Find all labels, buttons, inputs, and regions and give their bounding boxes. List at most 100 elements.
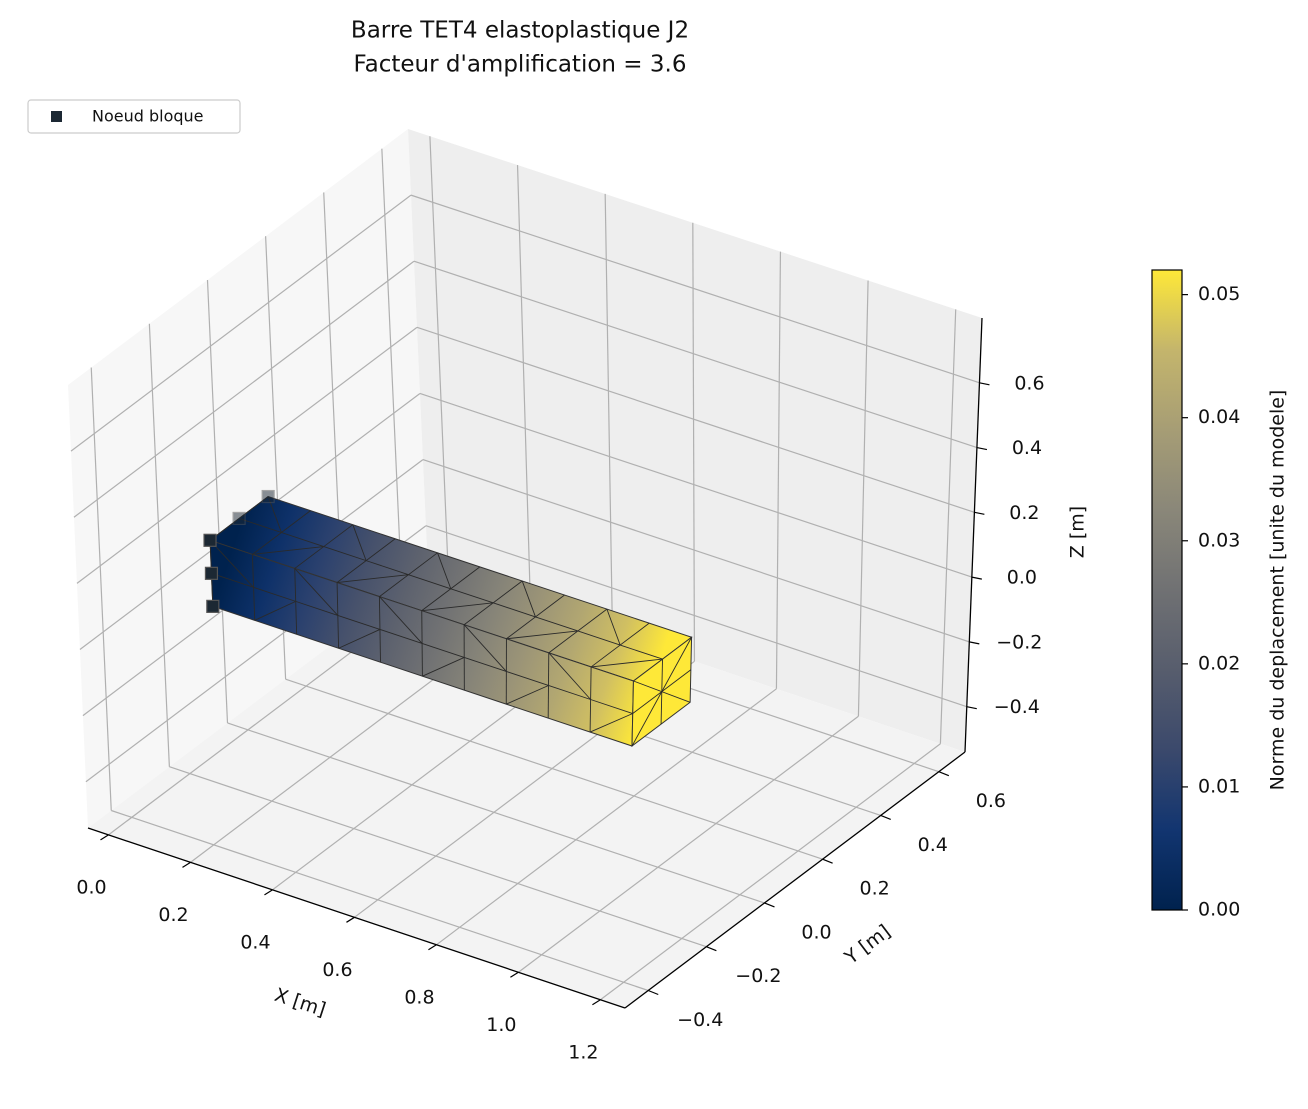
mesh-edge (506, 630, 578, 640)
x-axis (87, 827, 626, 1009)
y-tick (880, 814, 891, 821)
blocked-node (232, 511, 246, 526)
mesh-edge (294, 568, 339, 616)
y-tick (706, 946, 717, 952)
x-tick (182, 861, 191, 868)
y-tick-label: 0.4 (918, 834, 948, 856)
x-tick-label: 0.4 (240, 931, 270, 953)
mesh-edge (506, 671, 549, 686)
mesh-edge (464, 657, 507, 672)
colorbar (1151, 269, 1183, 911)
colorbar-tick-label: 0.01 (1198, 775, 1240, 797)
mesh-edge (336, 538, 396, 583)
mesh-edge (548, 652, 591, 700)
z-tick-label: −0.4 (994, 696, 1040, 718)
grid-line (148, 323, 170, 767)
x-tick (510, 971, 519, 978)
grid-line (410, 194, 980, 384)
y-tick (764, 902, 775, 908)
mesh-edge (337, 574, 409, 583)
y-tick (938, 771, 950, 777)
colorbar-tick-label: 0.00 (1198, 899, 1240, 921)
y-axis-label: Y [m] (840, 920, 895, 969)
mesh-edge (365, 560, 409, 576)
grid-line (73, 260, 415, 518)
mesh-edge (238, 517, 282, 533)
mesh-edge (450, 588, 494, 604)
chart-title: Barre TET4 elastoplastique J2 (351, 18, 689, 44)
grid-line (600, 743, 941, 1001)
y-tick-label: −0.2 (735, 965, 781, 987)
mesh-edge (252, 510, 311, 555)
mesh-edge (323, 546, 367, 562)
mesh-edge (252, 546, 324, 555)
grid-line (425, 525, 967, 708)
z-tick (979, 382, 990, 386)
blocked-node (203, 533, 217, 547)
colorbar-tick-label: 0.05 (1198, 283, 1240, 305)
grid-line (76, 326, 418, 584)
mesh-edge (209, 540, 254, 588)
mesh-edge (254, 600, 296, 621)
grid-line (416, 326, 975, 513)
y-tick (822, 858, 833, 864)
mesh-edge (620, 644, 663, 660)
x-tick (100, 834, 109, 841)
blocked-node (206, 599, 220, 613)
x-tick-label: 1.0 (486, 1014, 516, 1036)
x-axis-label: X [m] (272, 984, 329, 1021)
mesh-edge (422, 657, 465, 677)
x-tick-label: 0.0 (76, 876, 106, 898)
mesh-edge (379, 596, 423, 644)
colorbar-tick-label: 0.04 (1198, 406, 1240, 428)
mesh-edge (253, 586, 296, 602)
mesh-edge (352, 524, 367, 561)
grid-line (419, 392, 973, 578)
x-tick-label: 0.8 (404, 986, 434, 1008)
mesh-edge (590, 699, 633, 714)
grid-line (169, 766, 707, 948)
mesh-edge (577, 630, 621, 646)
z-tick-label: 0.4 (1012, 437, 1042, 459)
x-tick (428, 944, 437, 951)
mesh-edge (337, 614, 381, 630)
z-axis-label: Z [m] (1067, 506, 1089, 558)
z-tick (966, 706, 977, 710)
mesh-edge (506, 685, 549, 705)
z-axis (964, 317, 983, 753)
chart-subtitle: Facteur d'amplification = 3.6 (354, 52, 687, 78)
grid-line (285, 678, 823, 860)
grid-line (90, 367, 112, 811)
z-tick (976, 446, 988, 451)
mesh-edge (493, 602, 536, 618)
grid-line (857, 280, 869, 717)
grid-line (775, 251, 782, 689)
grid-line (413, 260, 978, 449)
x-tick-label: 0.6 (322, 959, 352, 981)
grid-line (692, 222, 696, 662)
z-tick-label: −0.2 (996, 631, 1042, 653)
grid-line (516, 165, 532, 607)
blocked-node (204, 566, 219, 580)
legend-marker (51, 111, 62, 122)
mesh-edge (421, 602, 494, 612)
grid-line (939, 309, 957, 744)
grid-line (111, 809, 649, 992)
y-tick-label: 0.0 (801, 921, 831, 943)
mesh-edge (590, 622, 650, 668)
y-tick-label: 0.6 (976, 790, 1006, 812)
z-tick-label: 0.6 (1014, 372, 1044, 394)
z-tick-label: 0.0 (1007, 567, 1037, 589)
x-tick (592, 999, 601, 1006)
colorbar-label: Norme du deplacement [unite du modele] (1267, 390, 1289, 791)
mesh-edge (521, 580, 536, 618)
grid-line (518, 715, 859, 973)
x-tick (264, 889, 273, 896)
mesh-edge (338, 629, 381, 649)
mesh-edge (589, 713, 633, 733)
grid-line (381, 148, 403, 592)
mesh-edge (437, 552, 452, 589)
y-tick (648, 989, 659, 996)
x-tick (346, 916, 355, 923)
